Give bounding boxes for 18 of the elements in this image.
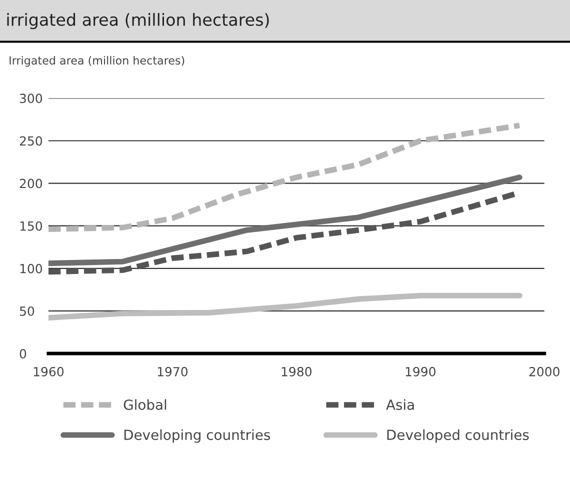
- x-tick-label: 1970: [158, 366, 188, 376]
- y-tick-label: 200: [20, 178, 42, 188]
- legend-label: Developed countries: [387, 429, 529, 443]
- y-tick-label: 300: [20, 94, 42, 104]
- x-tick-label: 2000: [529, 366, 560, 376]
- x-tick-label: 1980: [282, 366, 312, 376]
- y-tick-label: 50: [20, 306, 34, 316]
- x-tick-label: 1990: [406, 366, 436, 376]
- y-tick-label: 250: [20, 136, 42, 146]
- y-axis-title: Irrigated area (million hectares): [10, 56, 184, 67]
- y-tick-label: 100: [20, 264, 42, 274]
- legend-label: Developing countries: [124, 429, 270, 443]
- x-tick-label: 1960: [34, 366, 64, 376]
- legend-label: Global: [124, 399, 166, 410]
- y-tick-label: 150: [20, 221, 42, 231]
- chart-title: irrigated area (million hectares): [7, 13, 269, 30]
- legend-label: Asia: [386, 399, 414, 410]
- y-tick-label: 0: [20, 348, 26, 358]
